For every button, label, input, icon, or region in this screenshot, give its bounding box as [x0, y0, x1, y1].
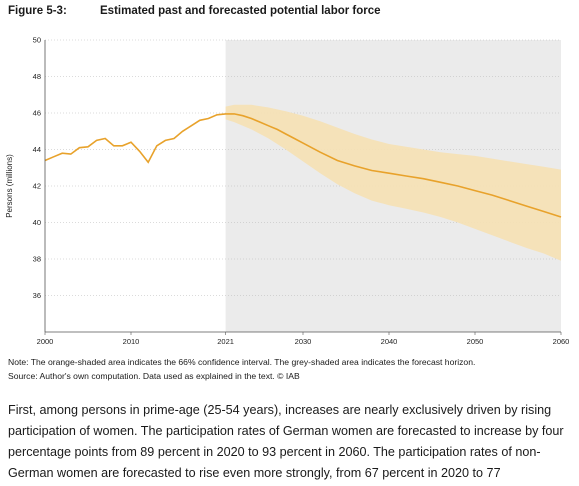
y-tick-labels: 36 38 40 42 44 46 48 50 [33, 36, 41, 301]
y-tick-label-40: 40 [33, 218, 41, 227]
y-tick-label-48: 48 [33, 72, 41, 81]
series-line [44, 113, 562, 218]
x-tick-label-2040: 2040 [381, 337, 398, 346]
figure-header: Figure 5-3: Estimated past and forecaste… [8, 5, 568, 23]
labor-force-chart: 36 38 40 42 44 46 48 50 2000 2010 2021 2030 2040 205… [5, 36, 570, 346]
y-tick-label-38: 38 [33, 255, 41, 264]
y-tick-label-46: 46 [33, 109, 41, 118]
y-tick-label-50: 50 [33, 36, 41, 45]
x-tick-label-2030: 2030 [295, 337, 312, 346]
y-tick-label-42: 42 [33, 182, 41, 191]
x-tick-label-2021: 2021 [217, 337, 234, 346]
y-tick-label-36: 36 [33, 291, 41, 300]
y-axis-title: Persons (millions) [5, 154, 14, 218]
y-tick-label-44: 44 [33, 145, 41, 154]
x-tick-label-2060: 2060 [553, 337, 570, 346]
figure-title: Estimated past and forecasted potential … [100, 5, 381, 17]
chart-notes: Note: The orange-shaded area indicates t… [8, 355, 574, 383]
chart-container: 36 38 40 42 44 46 48 50 2000 2010 2021 2030 2040 205… [0, 30, 579, 350]
x-tick-labels: 2000 2010 2021 2030 2040 2050 2060 [37, 332, 570, 346]
x-tick-label-2050: 2050 [467, 337, 484, 346]
figure-number: Figure 5-3: [8, 5, 67, 17]
note-line: Note: The orange-shaded area indicates t… [8, 357, 476, 367]
x-tick-label-2000: 2000 [37, 337, 54, 346]
x-tick-label-2010: 2010 [123, 337, 140, 346]
body-paragraph: First, among persons in prime-age (25-54… [8, 403, 564, 480]
confidence-band [225, 104, 561, 261]
source-line: Source: Author's own computation. Data u… [8, 371, 300, 381]
